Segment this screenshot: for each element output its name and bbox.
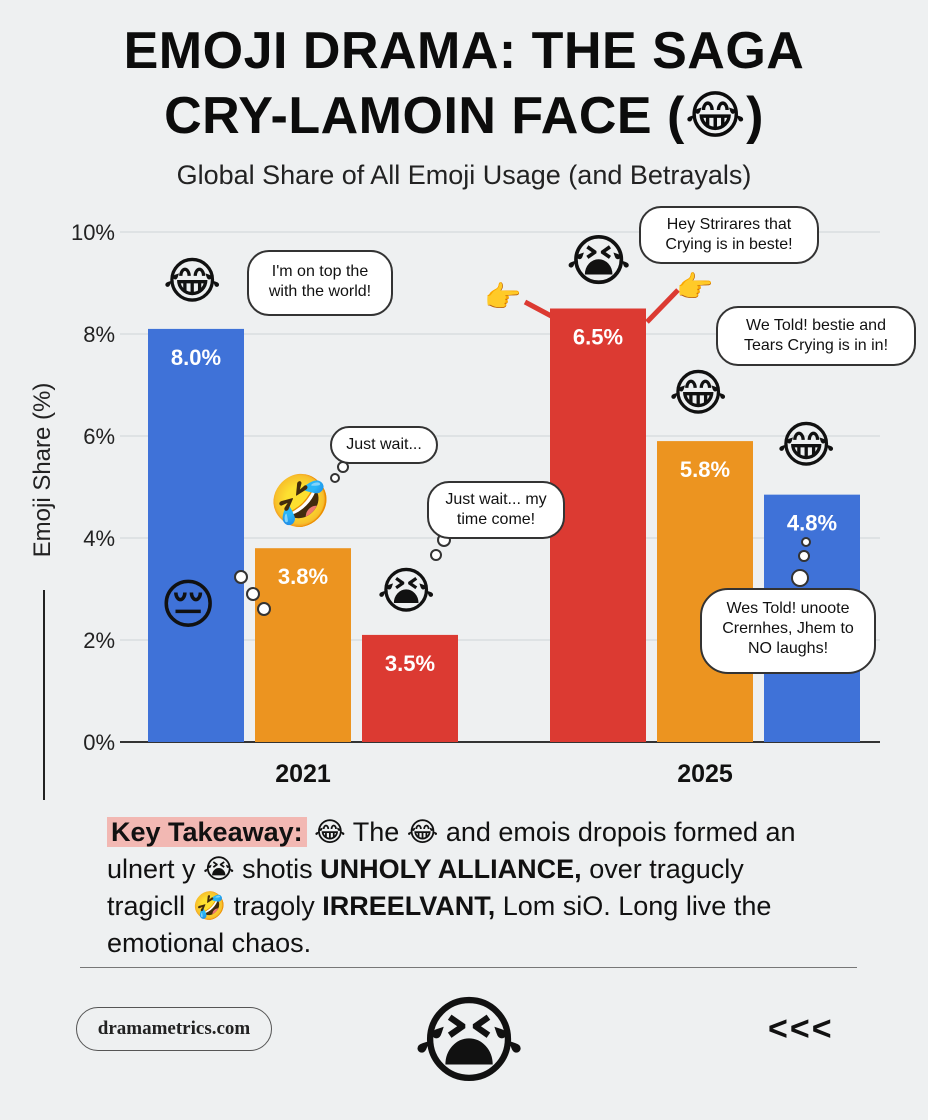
bubble-line: NO laughs! [747, 640, 829, 657]
bubble-line: We Told! bestie and [746, 317, 886, 334]
bubble-line: with the world! [268, 283, 372, 300]
bar-chart: 0% 2% 4% 6% 8% 10% 8.0% 3.8% 3.5% 6.5% 5.8% 4.8% 2… [29, 220, 880, 800]
sad-emoji-icon: 😔 [160, 573, 217, 636]
rofl-emoji-icon: 🤣 [269, 472, 332, 530]
y-axis-label: Emoji Share (%) [29, 383, 56, 558]
right-arm [645, 288, 680, 324]
y-tick-label: 6% [83, 424, 115, 449]
bubble-line: Just wait... [346, 436, 422, 453]
joy-emoji-icon: 😂 [777, 416, 836, 474]
bar [255, 548, 351, 742]
bubble-line: Crernhes, Jhem to [722, 620, 854, 637]
bubble-line: Crying is in beste! [665, 236, 793, 253]
takeaway-bold: IRREELVANT, [322, 891, 496, 921]
bar [362, 634, 458, 742]
chart-subtitle: Global Share of All Emoji Usage (and Bet… [176, 160, 752, 190]
key-takeaway-label: Key Takeaway: [107, 817, 307, 847]
sob-emoji-icon: 😭 [413, 985, 526, 1097]
thought-dot [430, 549, 442, 561]
x-axis-labels: 2021 2025 [275, 760, 733, 788]
takeaway-text: over tragucly [581, 854, 744, 884]
y-tick-label: 2% [83, 628, 115, 653]
thought-dot [257, 602, 271, 616]
inline-sob-icon: 😭 [203, 854, 235, 884]
inline-joy-icon: 😂 [314, 817, 346, 847]
sob-emoji-icon: 😭 [377, 562, 436, 620]
inline-joy-icon: 😂 [406, 817, 439, 847]
joy-emoji-icon: 😂 [669, 364, 728, 422]
thought-dot [798, 550, 810, 562]
bar [148, 328, 244, 742]
site-link[interactable]: dramametrics.com [76, 1007, 272, 1051]
speech-bubble-sob-2025: Hey Strirares that Crying is in beste! [639, 206, 819, 264]
thought-dot [801, 537, 811, 547]
bubble-line: time come! [456, 511, 536, 528]
bar-value-label: 6.5% [573, 325, 623, 350]
takeaway-bold: UNHOLY ALLIANCE, [320, 854, 582, 884]
back-arrows-icon[interactable]: <<< [768, 1010, 834, 1048]
joy-emoji-icon: 😂 [163, 252, 222, 310]
x-tick-label: 2021 [275, 760, 331, 788]
y-tick-label: 8% [83, 322, 115, 347]
takeaway-text: ulnert y [107, 854, 204, 884]
x-tick-label: 2025 [677, 760, 733, 788]
thought-dot [330, 473, 340, 483]
takeaway-text: tragoly [226, 891, 323, 921]
bubble-line: Hey Strirares that [666, 216, 792, 233]
inline-rofl-icon: 🤣 [192, 891, 227, 921]
thought-dot [234, 570, 248, 584]
bar-value-label: 3.8% [278, 564, 328, 589]
bar-value-label: 3.5% [385, 651, 435, 676]
y-axis-ticks: 0% 2% 4% 6% 8% 10% [71, 220, 115, 755]
bar-value-label: 4.8% [787, 511, 837, 536]
chart-title-line2: CRY-LAMOIN FACE (😂) [164, 87, 764, 145]
bar-labels: 8.0% 3.8% 3.5% 6.5% 5.8% 4.8% [171, 325, 837, 676]
thought-bubble-rofl: Just wait... [330, 426, 438, 464]
key-takeaway: Key Takeaway: 😂 The 😂 and emois dropois … [107, 814, 867, 962]
y-tick-label: 10% [71, 220, 115, 245]
thought-bubble-sob-2021: Just wait... my time come! [427, 481, 565, 539]
sob-emoji-icon: 😭 [566, 229, 632, 294]
takeaway-text: shotis [234, 854, 321, 884]
thought-dot [246, 587, 260, 601]
bar [550, 308, 646, 742]
bar-value-label: 8.0% [171, 345, 221, 370]
thought-bubble-blue-2025: Wes Told! unoote Crernhes, Jhem to NO la… [700, 588, 876, 674]
speech-bubble-joy-2025: We Told! bestie and Tears Crying is in i… [716, 306, 916, 366]
y-tick-label: 0% [83, 730, 115, 755]
bar-value-label: 5.8% [680, 457, 730, 482]
takeaway-text: Lom siO. Long live the [495, 891, 772, 921]
speech-bubble-joy-2021: I'm on top the with the world! [247, 250, 393, 316]
footer-divider [80, 967, 857, 968]
callout-arrow [43, 590, 45, 800]
pointing-hand-icon: 👉 [676, 270, 714, 305]
takeaway-text: tragicll [107, 891, 193, 921]
left-arm [523, 299, 557, 321]
bubble-line: Wes Told! unoote [726, 600, 850, 617]
takeaway-text: The [345, 817, 407, 847]
bubble-line: Just wait... my [445, 491, 547, 508]
y-tick-label: 4% [83, 526, 115, 551]
takeaway-text: emotional chaos. [107, 928, 312, 958]
thought-dot [791, 569, 809, 587]
chart-title-line1: EMOJI DRAMA: THE SAGA [123, 22, 805, 80]
pointing-hand-icon: 👉 [484, 280, 522, 315]
takeaway-text: and emois dropois formed an [438, 817, 796, 847]
bubble-line: Tears Crying is in in! [743, 337, 889, 354]
bubble-line: I'm on top the [271, 263, 369, 280]
